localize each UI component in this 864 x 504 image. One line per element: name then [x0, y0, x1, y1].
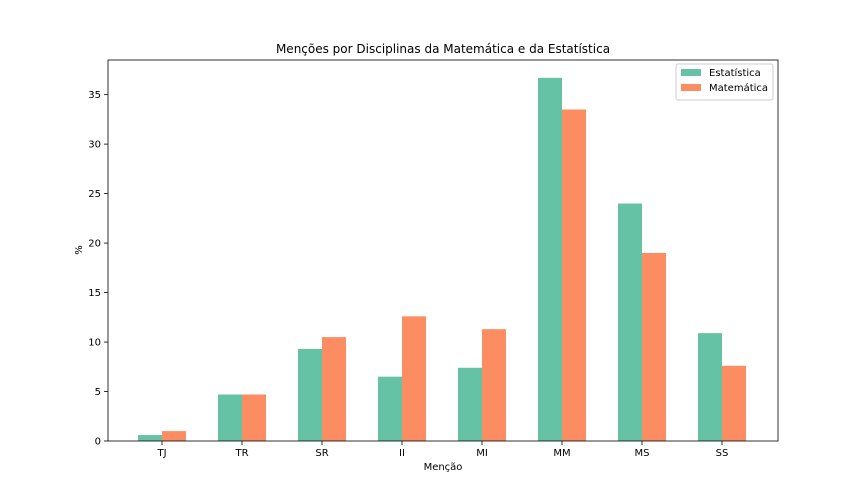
x-axis-label: Menção — [424, 462, 463, 473]
y-tick-label: 0 — [95, 437, 101, 448]
plot-frame — [107, 59, 779, 442]
chart-title: Menções por Disciplinas da Matemática e … — [276, 42, 610, 56]
y-tick-label: 15 — [88, 288, 101, 299]
x-ticks: TJ TR SR II MI MM MS SS — [156, 441, 728, 459]
bar-estat-stica-tj — [138, 435, 162, 441]
legend-label: Matemática — [709, 82, 768, 94]
x-tick-label: SS — [716, 448, 729, 459]
bar-estat-stica-ii — [378, 376, 402, 441]
x-tick-label: SR — [315, 448, 328, 459]
y-tick-label: 10 — [88, 338, 101, 349]
x-tick-label: TR — [234, 448, 248, 459]
axes-group — [107, 59, 779, 442]
y-tick-label: 20 — [88, 239, 101, 250]
y-ticks: 0 5 10 15 20 25 30 35 — [88, 90, 108, 448]
bar-estat-stica-ss — [698, 333, 722, 441]
bars-group — [138, 77, 746, 441]
y-axis-label: % — [74, 245, 85, 255]
x-tick-label: MM — [553, 448, 570, 459]
legend: Estatística Matemática — [675, 63, 774, 101]
x-tick-label: II — [399, 448, 405, 459]
y-tick-label: 25 — [88, 189, 101, 200]
x-tick-label: MI — [476, 448, 488, 459]
bar-matem-tica-tr — [242, 394, 266, 441]
bar-estat-stica-tr — [218, 394, 242, 441]
bar-matem-tica-tj — [162, 431, 186, 441]
y-tick-label: 30 — [88, 140, 101, 151]
x-tick-label: TJ — [156, 448, 166, 459]
legend-label: Estatística — [709, 67, 761, 79]
bar-matem-tica-ii — [402, 316, 426, 441]
bar-estat-stica-ms — [618, 203, 642, 441]
legend-swatch — [681, 69, 701, 76]
bar-matem-tica-sr — [322, 337, 346, 441]
y-tick-label: 35 — [88, 90, 101, 101]
legend-swatch — [681, 84, 701, 91]
y-tick-label: 5 — [95, 387, 101, 398]
x-tick-label: MS — [635, 448, 650, 459]
bar-matem-tica-mm — [562, 109, 586, 441]
bar-matem-tica-ss — [722, 365, 746, 441]
bar-estat-stica-sr — [298, 348, 322, 441]
bar-matem-tica-ms — [642, 252, 666, 441]
bar-estat-stica-mm — [538, 77, 562, 441]
bar-estat-stica-mi — [458, 367, 482, 441]
bar-matem-tica-mi — [482, 329, 506, 441]
